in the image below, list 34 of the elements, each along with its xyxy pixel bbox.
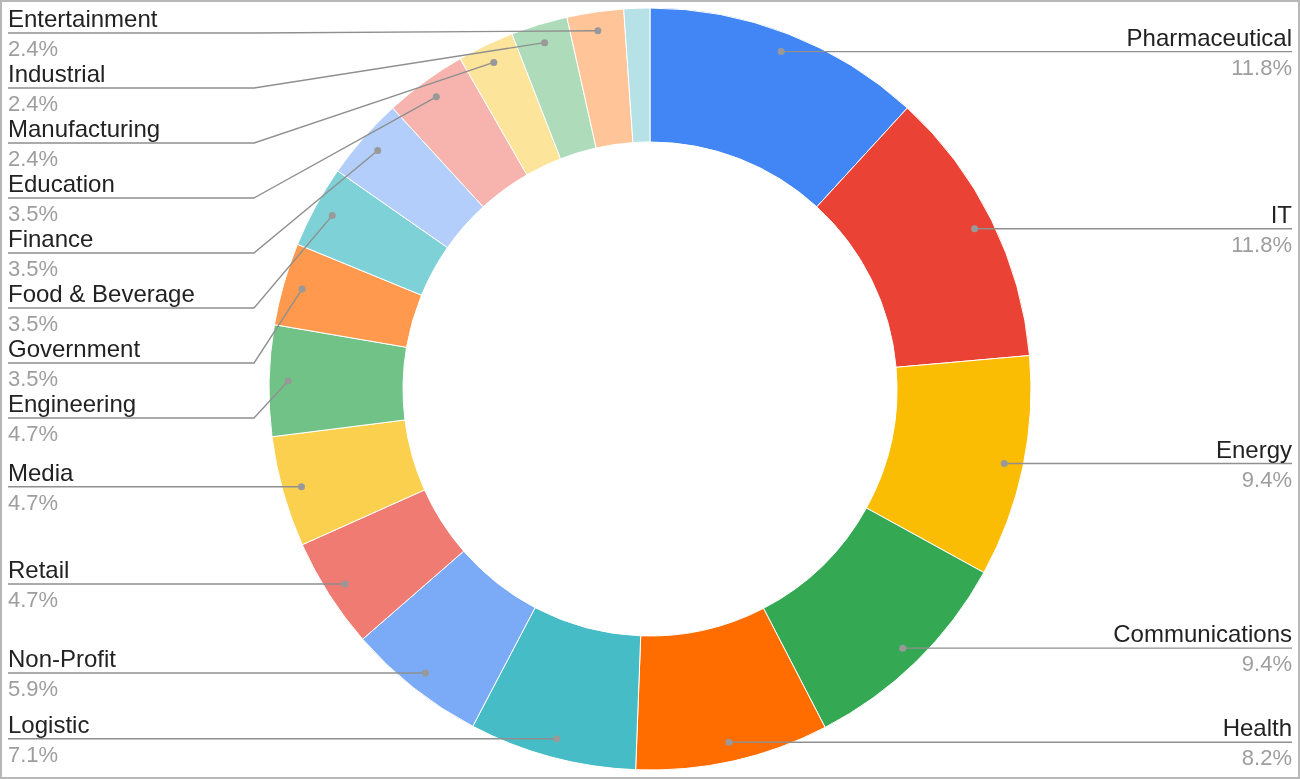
data-label: 4.7% [8, 421, 59, 446]
slice-label: Retail [8, 555, 70, 583]
slice-label: IT [1270, 200, 1293, 228]
slice-label: Finance [8, 225, 94, 252]
data-label: 5.9% [8, 675, 59, 701]
slice-label: Non-Profit [8, 644, 117, 672]
data-label: 2.4% [8, 146, 59, 171]
data-label: 8.2% [1241, 745, 1292, 771]
slice-label: Logistic [8, 710, 90, 738]
slice-label: Manufacturing [8, 115, 161, 142]
slice-label: Entertainment [8, 5, 158, 32]
data-label: 3.5% [8, 311, 59, 336]
data-label: 2.4% [8, 36, 59, 61]
slice-label: Industrial [8, 60, 106, 87]
data-label: 7.1% [8, 741, 59, 767]
data-label: 2.4% [8, 91, 59, 116]
slice-label: Education [8, 170, 115, 197]
data-label: 4.7% [8, 489, 59, 515]
slice-label: Food & Beverage [8, 280, 195, 307]
slice-label: Engineering [8, 390, 137, 417]
data-label: 4.7% [8, 586, 59, 612]
slice-label: Media [8, 458, 75, 486]
data-label: 11.8% [1231, 231, 1292, 257]
data-label: 11.8% [1231, 54, 1292, 80]
slice-label: Government [8, 335, 141, 362]
data-label: 9.4% [1241, 651, 1292, 677]
slice-label: Energy [1215, 435, 1292, 463]
slice-label: Pharmaceutical [1126, 23, 1292, 51]
data-label: 9.4% [1241, 466, 1292, 492]
slice-label: Health [1222, 714, 1292, 742]
slice-label: Communications [1113, 620, 1292, 648]
data-label: 3.5% [8, 256, 59, 281]
data-label: 3.5% [8, 201, 59, 226]
data-label: 3.5% [8, 366, 59, 391]
